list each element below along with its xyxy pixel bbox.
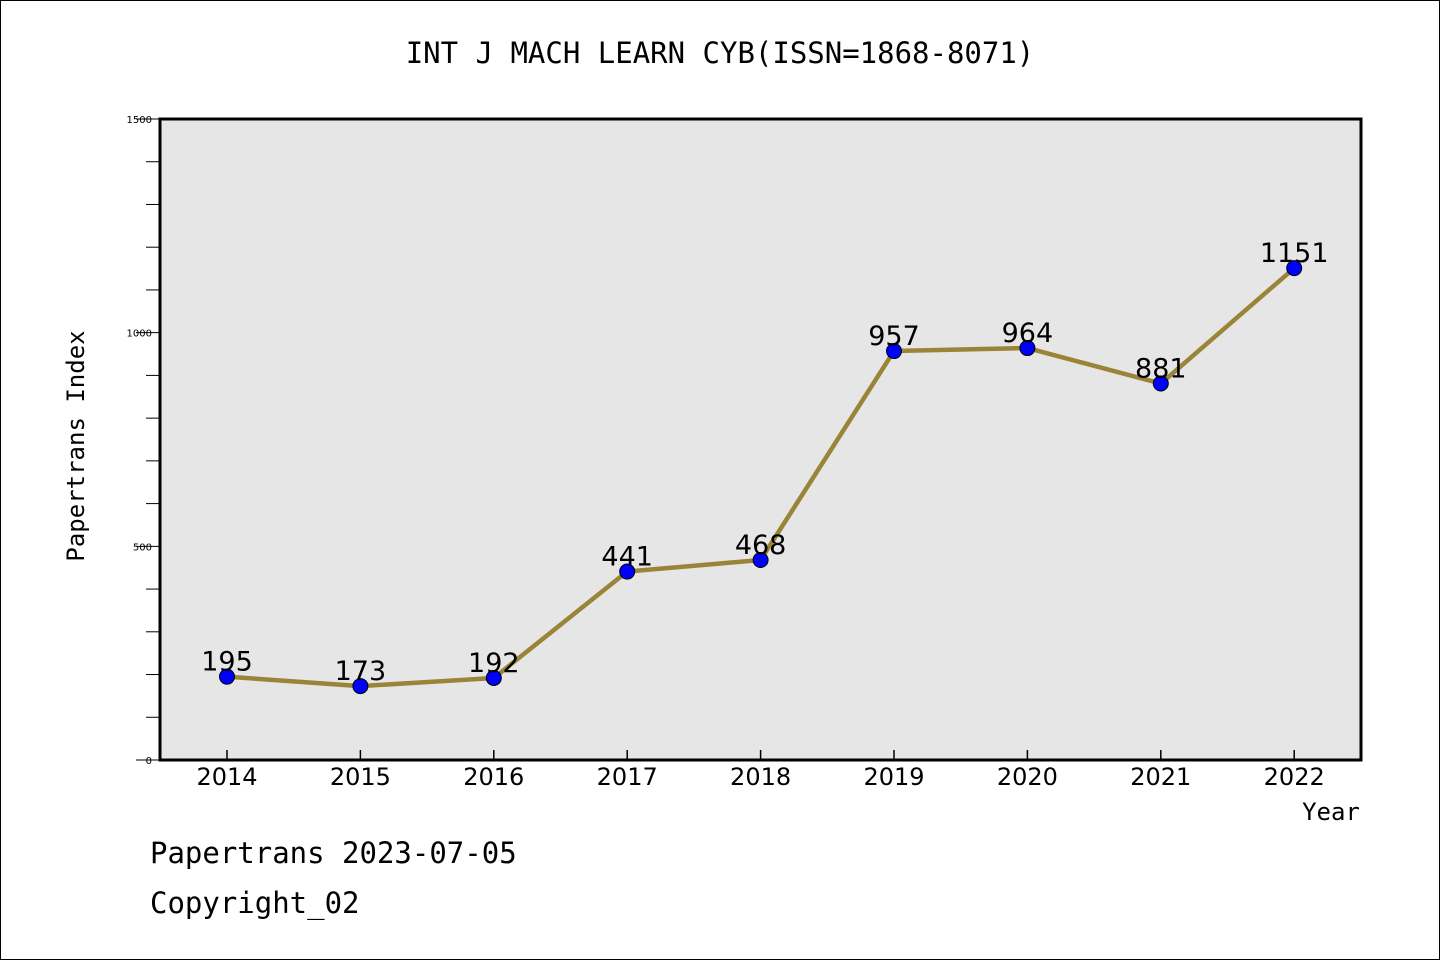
data-label: 1151 [1260,238,1329,269]
x-tick-label: 2014 [196,763,257,791]
y-tick-label: 500 [133,542,152,553]
x-tick-label: 2020 [997,763,1058,791]
data-point [1152,375,1169,392]
x-tick-label: 2017 [597,763,658,791]
y-minor-ticks [146,161,160,718]
x-axis-ticks: 2014 2015 2016 2017 2018 2019 2020 2021 2022 [196,750,1325,791]
footer-copyright: Copyright_02 [150,886,360,920]
x-tick-label: 2016 [463,763,524,791]
data-label: 468 [735,530,787,561]
series-markers [219,260,1303,695]
data-label: 881 [1135,354,1187,385]
x-tick-label: 2015 [330,763,391,791]
x-tick-label: 2019 [863,763,924,791]
x-tick-label: 2018 [730,763,791,791]
data-point [1286,260,1303,277]
y-tick-label: 1500 [127,115,152,126]
data-point [619,563,636,580]
data-label: 195 [201,647,253,678]
x-tick-label: 2021 [1130,763,1191,791]
data-label: 192 [468,648,520,679]
x-tick-label: 2022 [1264,763,1325,791]
data-point [219,668,235,685]
data-point [886,343,902,360]
data-label: 957 [868,321,920,352]
data-point [1019,340,1036,357]
y-axis-ticks: 0 500 1000 1500 [127,115,160,767]
data-label: 173 [335,656,387,687]
x-axis-label: Year [1302,798,1360,826]
y-tick-label: 1000 [127,329,152,340]
data-point [485,669,502,686]
data-label: 964 [1002,318,1054,349]
chart-title: INT J MACH LEARN CYB(ISSN=1868-8071) [405,36,1035,70]
data-point [752,552,769,569]
plot-area [160,119,1361,760]
y-tick-label: 0 [146,756,152,767]
data-labels: 195 173 192 441 468 957 964 881 1151 [201,238,1328,687]
data-label: 441 [601,542,653,573]
footer-date: Papertrans 2023-07-05 [150,836,517,870]
data-point [352,678,369,695]
plot-border [158,117,1363,762]
y-axis-label: Papertrans Index [62,330,90,561]
